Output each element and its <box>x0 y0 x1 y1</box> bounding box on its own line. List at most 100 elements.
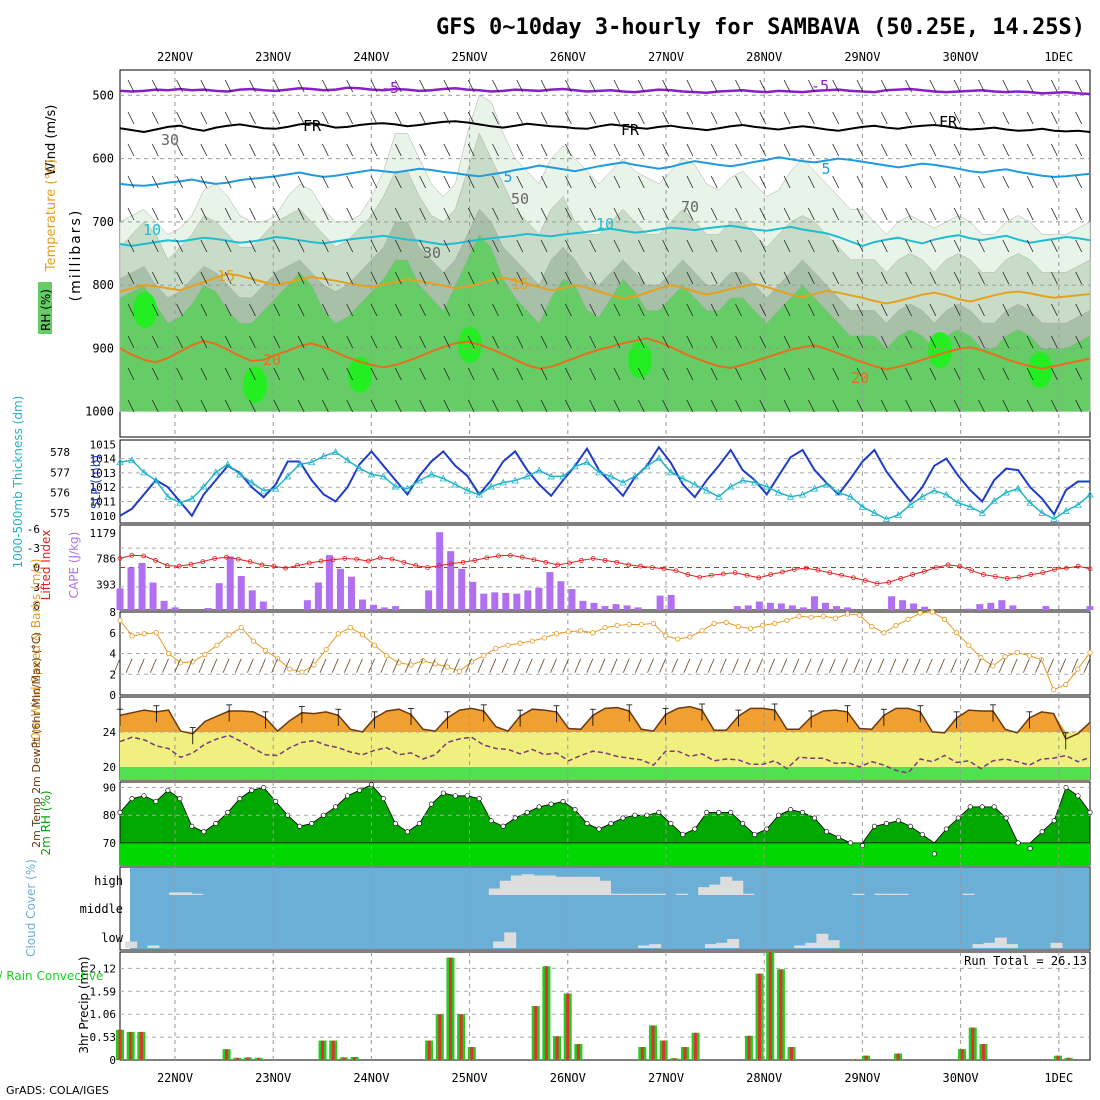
cloud-cover-background <box>130 868 1089 949</box>
cape-bar <box>1042 606 1050 610</box>
precip-convective-bar <box>246 1057 250 1060</box>
wind-barb <box>394 335 402 349</box>
wind-barb <box>1075 175 1083 189</box>
wind-barb <box>856 335 864 349</box>
precip-convective-bar <box>1056 1055 1060 1060</box>
wind-barb <box>637 367 645 381</box>
low-cloud-bar <box>816 933 829 948</box>
precip-convective-bar <box>225 1049 229 1060</box>
thickness-point <box>715 492 723 500</box>
cape-bar <box>788 605 796 610</box>
cape-bar <box>303 600 311 610</box>
wind-barb <box>953 111 961 125</box>
wind-speed-point <box>917 610 923 616</box>
cape-bar <box>744 605 752 610</box>
thickness-point <box>1002 488 1010 496</box>
wind-barb <box>273 303 281 317</box>
wind-barb <box>200 367 208 381</box>
precip-tick: 2.12 <box>90 962 117 975</box>
wind-barb <box>443 207 451 221</box>
rh-point <box>261 785 267 791</box>
rh-point <box>237 796 243 802</box>
lifted-index-point <box>1028 572 1034 577</box>
wind-barb <box>224 335 232 349</box>
wind-barb <box>783 239 791 253</box>
thickness-point <box>798 490 807 498</box>
wind-barb <box>151 303 159 317</box>
low-cloud-bar <box>994 937 1007 948</box>
rh-point <box>776 812 782 818</box>
high-cloud-bar <box>499 880 512 895</box>
wind-barb <box>492 367 499 381</box>
thickness-point <box>260 486 268 494</box>
thickness-point <box>140 468 148 476</box>
wind-barb <box>467 303 475 317</box>
lifted-index-point <box>295 563 300 568</box>
wind-barb <box>783 143 791 157</box>
wind-barb <box>1051 79 1058 93</box>
lifted-index-tick: 0 <box>33 562 40 575</box>
thickness-point <box>810 484 819 492</box>
wind-barb <box>419 239 426 253</box>
wind-barb <box>832 239 840 253</box>
wind-barb <box>249 79 256 93</box>
surface-wind-barb <box>1010 658 1018 673</box>
rh-point <box>512 815 518 821</box>
wind-barb <box>346 79 354 93</box>
wind-barb <box>783 335 791 349</box>
precip-convective-bar <box>555 1036 559 1060</box>
surface-wind-barb <box>865 658 873 673</box>
rh-point <box>1039 829 1045 835</box>
thickness-line <box>119 451 1091 520</box>
wind-barb <box>492 239 499 253</box>
thickness-point <box>319 452 328 460</box>
wind-barb <box>1026 399 1034 413</box>
rh-point <box>764 826 770 832</box>
lifted-index-point <box>472 558 478 563</box>
wind-barb <box>322 399 329 413</box>
rh-point <box>1063 785 1069 791</box>
wind-barb <box>176 303 183 317</box>
surface-wind-barb <box>719 658 727 673</box>
lifted-index-point <box>602 558 608 563</box>
wind-barb <box>419 271 426 285</box>
surface-wind-barb <box>1047 658 1054 673</box>
wind-barb <box>565 111 572 125</box>
wind-barb <box>540 239 548 253</box>
surface-wind-barb <box>659 658 666 673</box>
rh-point <box>895 818 901 824</box>
wind-speed-point <box>214 642 220 648</box>
lifted-index-point <box>815 567 821 573</box>
thickness-point <box>559 472 567 480</box>
wind-barb <box>832 271 840 285</box>
wind-barb <box>127 271 135 285</box>
lifted-index-point <box>153 558 158 563</box>
surface-wind-barb <box>453 658 460 673</box>
top-date-label: 26NOV <box>550 50 586 64</box>
rh-point <box>728 809 734 815</box>
wind-barb <box>589 207 597 221</box>
legend-temperature: Temperature (°C) <box>44 159 59 272</box>
wind-barb <box>735 239 742 253</box>
high-cloud-bar <box>543 875 556 895</box>
precip-tick: 0.53 <box>90 1031 117 1044</box>
rh-high-patch <box>243 367 267 403</box>
cape-bar <box>766 602 774 610</box>
surface-wind-barb <box>465 658 472 673</box>
precip-convective-bar <box>235 1057 239 1060</box>
wind-barb <box>759 239 767 253</box>
wind-speed-point <box>372 642 378 648</box>
wind-axis-label: 10m Wind Speed & Barbs (m/s) <box>29 559 43 748</box>
precip-convective-bar <box>438 1014 442 1060</box>
wind-barb <box>735 271 742 285</box>
high-cloud-bar <box>610 893 623 895</box>
lifted-index-point <box>330 557 336 563</box>
surface-wind-barb <box>986 658 994 673</box>
high-cloud-bar <box>169 892 182 895</box>
surface-wind-barb <box>198 658 206 673</box>
wind-barb <box>1075 79 1083 93</box>
thickness-point <box>415 476 424 484</box>
lifted-index-point <box>709 572 714 578</box>
rh-point <box>788 807 794 813</box>
wind-barb <box>759 111 767 125</box>
